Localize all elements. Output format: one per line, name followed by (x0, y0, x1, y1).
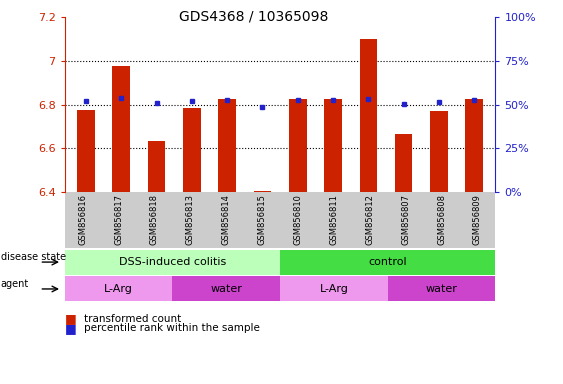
Bar (148, 141, 166, 192)
Text: GSM856812: GSM856812 (365, 194, 374, 245)
Text: GSM856808: GSM856808 (437, 194, 446, 245)
Text: GSM856813: GSM856813 (186, 194, 195, 245)
Text: control: control (368, 257, 407, 267)
Bar (253, 191, 271, 192)
Text: GSM856815: GSM856815 (258, 194, 267, 245)
Text: agent: agent (1, 279, 29, 290)
Bar (218, 99, 236, 192)
Text: GSM856810: GSM856810 (293, 194, 302, 245)
Text: GSM856816: GSM856816 (78, 194, 87, 245)
Text: L-Arg: L-Arg (104, 284, 133, 294)
Bar (395, 134, 413, 192)
Text: water: water (211, 284, 242, 294)
Bar (466, 99, 483, 192)
Text: transformed count: transformed count (84, 314, 182, 324)
Text: percentile rank within the sample: percentile rank within the sample (84, 323, 260, 333)
Text: ■: ■ (65, 322, 77, 335)
Bar (289, 99, 307, 192)
Bar (324, 99, 342, 192)
Bar (183, 108, 200, 192)
Bar (113, 66, 130, 192)
Bar (430, 111, 448, 192)
Bar (77, 110, 95, 192)
Text: water: water (426, 284, 458, 294)
Text: GSM856807: GSM856807 (401, 194, 410, 245)
Text: GSM856817: GSM856817 (114, 194, 123, 245)
Text: ■: ■ (65, 312, 77, 325)
Text: DSS-induced colitis: DSS-induced colitis (119, 257, 226, 267)
Text: GSM856811: GSM856811 (329, 194, 338, 245)
Text: GSM856818: GSM856818 (150, 194, 159, 245)
Text: GDS4368 / 10365098: GDS4368 / 10365098 (178, 10, 328, 23)
Text: GSM856809: GSM856809 (473, 194, 482, 245)
Text: disease state: disease state (1, 252, 66, 263)
Text: GSM856814: GSM856814 (222, 194, 231, 245)
Text: L-Arg: L-Arg (319, 284, 348, 294)
Bar (360, 39, 377, 192)
